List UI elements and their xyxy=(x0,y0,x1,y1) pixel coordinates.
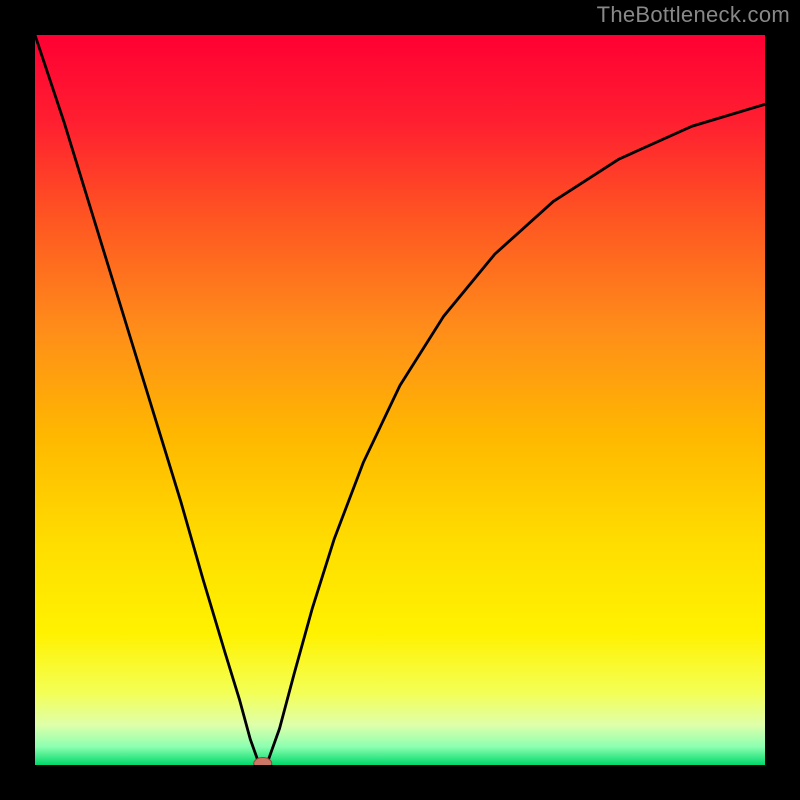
gradient-background xyxy=(35,35,765,765)
watermark-text: TheBottleneck.com xyxy=(597,2,790,28)
plot-area xyxy=(35,35,765,765)
chart-container: TheBottleneck.com xyxy=(0,0,800,800)
